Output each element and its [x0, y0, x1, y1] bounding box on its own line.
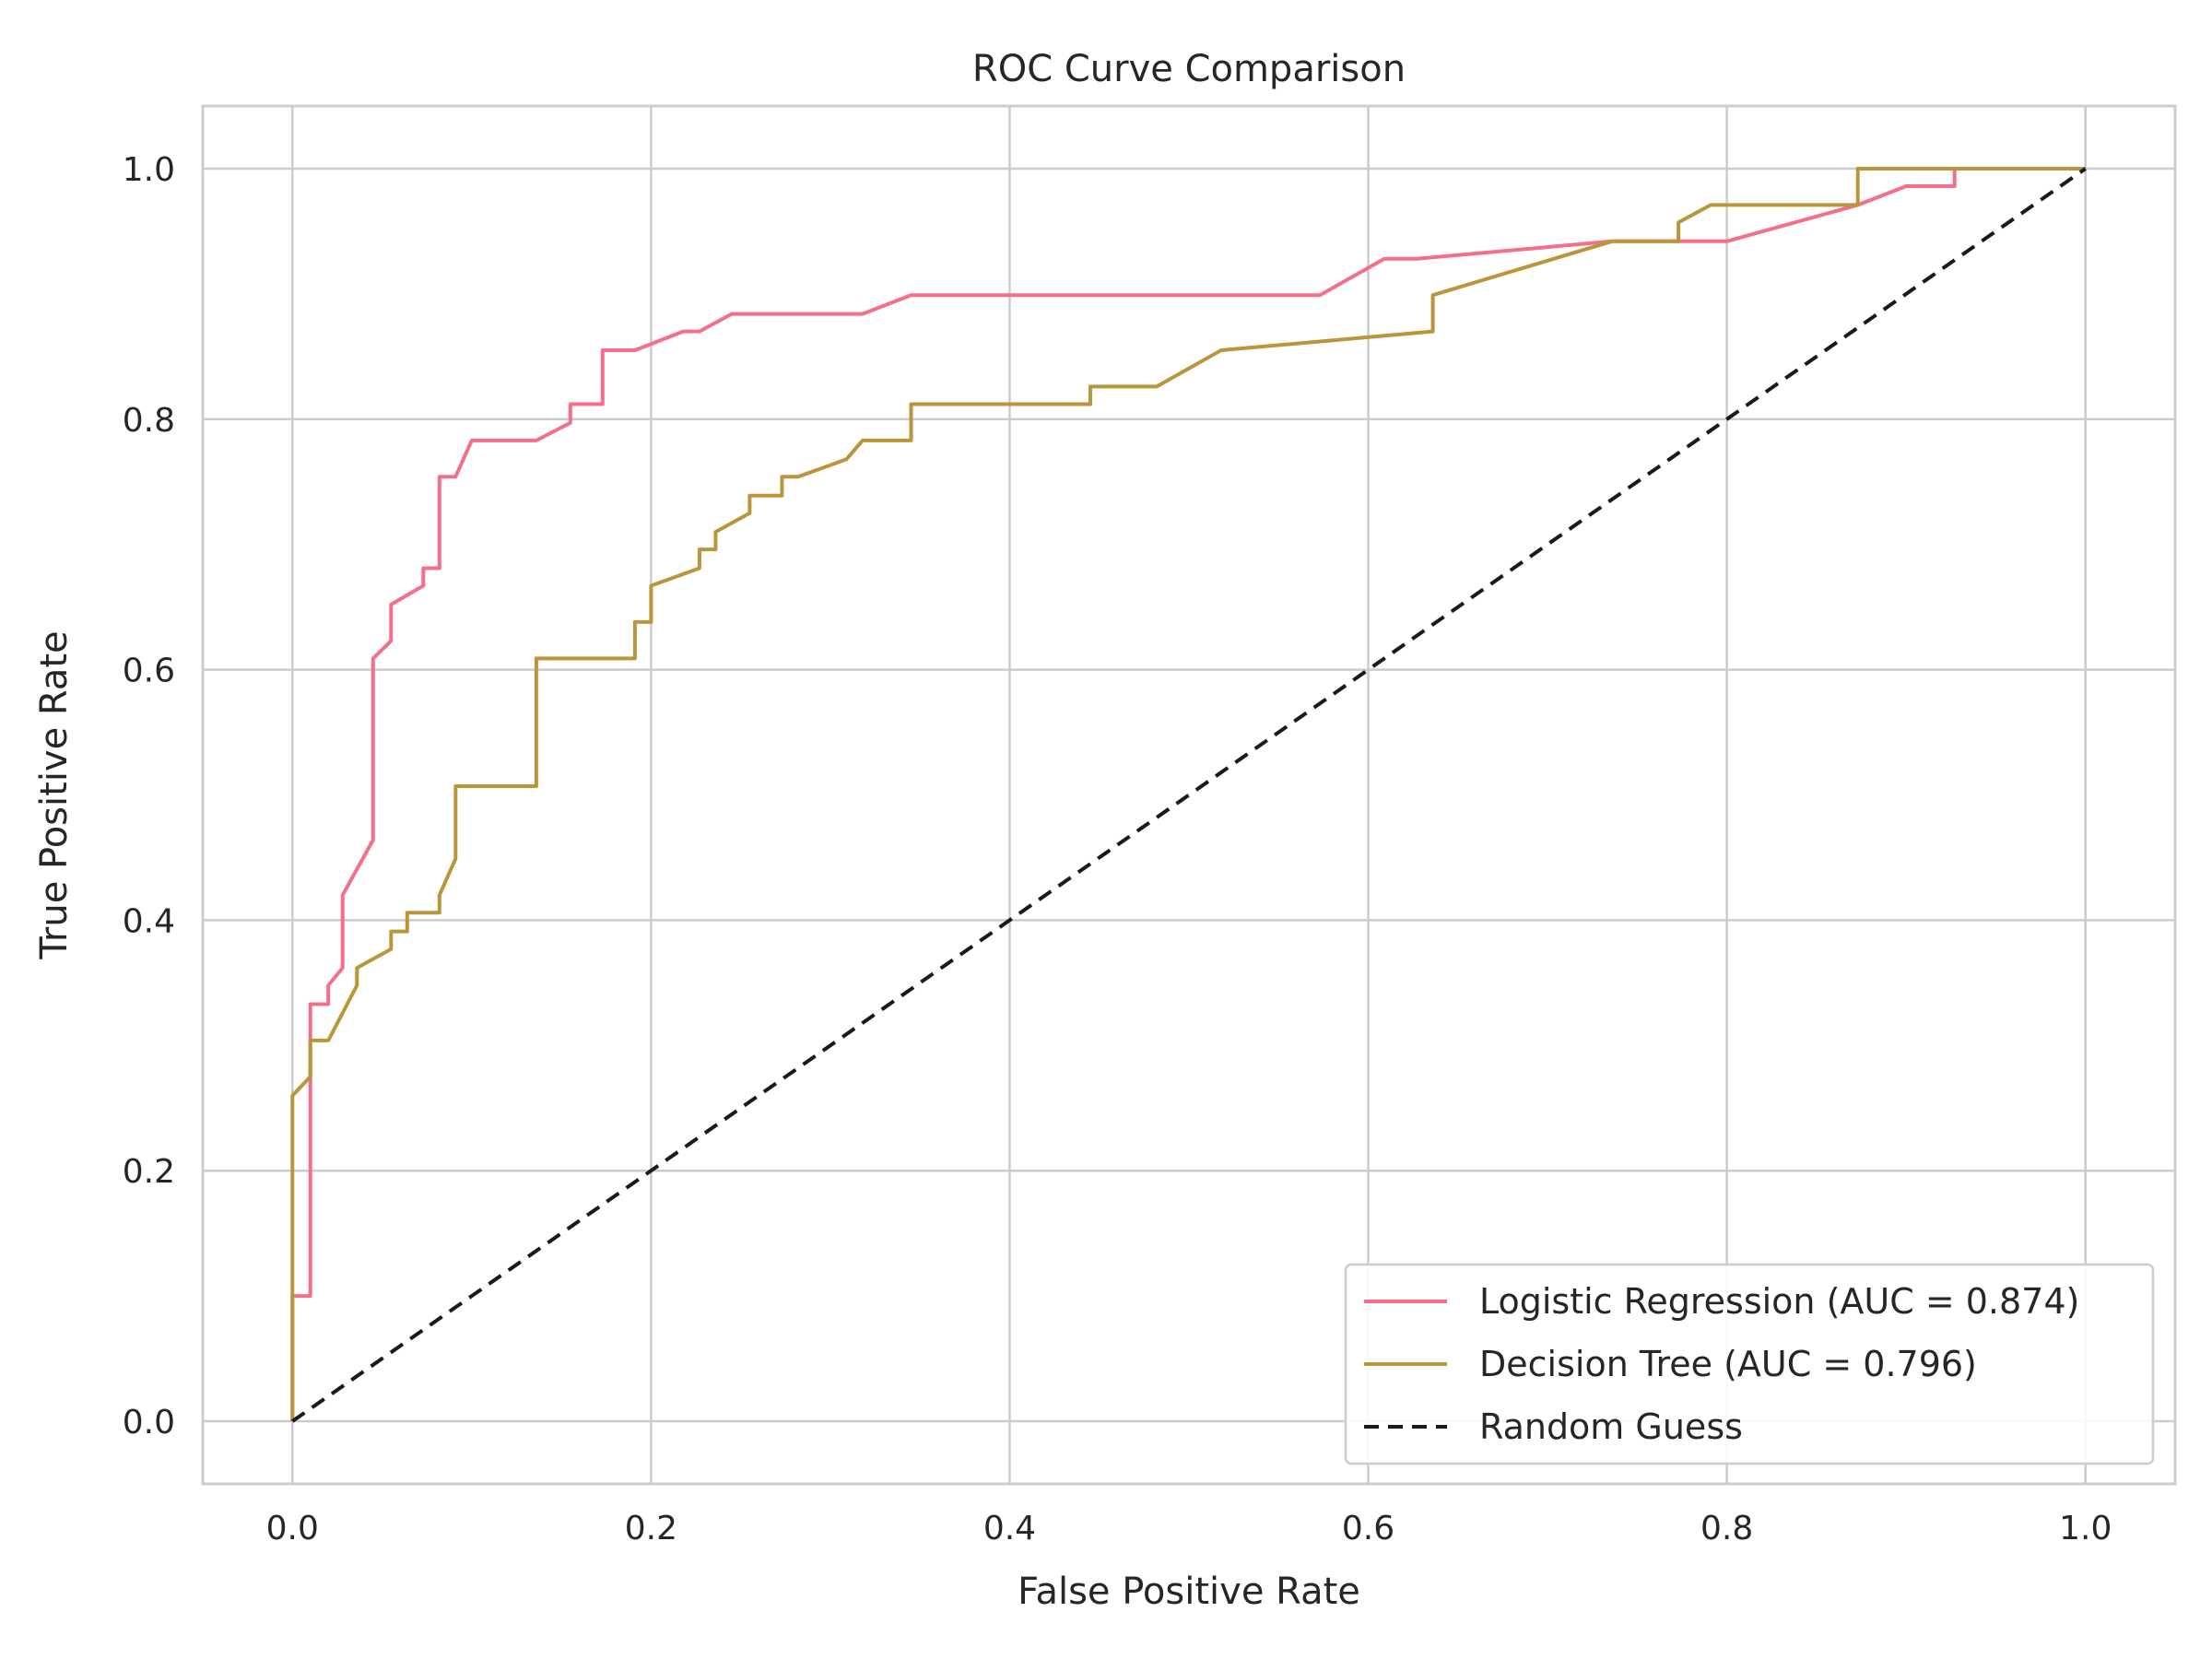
y-tick-label: 0.8 — [123, 402, 175, 440]
legend-label-1: Decision Tree (AUC = 0.796) — [1479, 1344, 1977, 1384]
x-axis-title: False Positive Rate — [1018, 1571, 1360, 1613]
legend: Logistic Regression (AUC = 0.874) Decisio… — [1344, 1263, 2155, 1465]
series-line-1 — [290, 167, 2086, 1421]
legend-box — [1344, 1263, 2155, 1465]
series-layer — [290, 167, 2087, 1423]
x-tick-label: 0.0 — [266, 1510, 319, 1547]
x-tick-label: 0.6 — [1342, 1510, 1394, 1547]
y-tick-label: 0.6 — [123, 653, 175, 690]
x-tick-label: 0.8 — [1700, 1510, 1753, 1547]
y-axis-title: True Positive Rate — [33, 630, 76, 959]
y-tick-label: 0.0 — [123, 1404, 175, 1441]
chart-title: ROC Curve Comparison — [972, 48, 1406, 90]
series-line-2 — [291, 167, 2087, 1423]
series-line-0 — [290, 167, 2086, 1421]
legend-label-2: Random Guess — [1479, 1406, 1743, 1447]
x-tick-label: 1.0 — [2059, 1510, 2112, 1547]
y-tick-label: 0.2 — [123, 1153, 175, 1191]
plot-frame — [201, 104, 2177, 1486]
grid-layer — [203, 106, 2175, 1484]
x-tick-label: 0.2 — [625, 1510, 677, 1547]
y-tick-label: 1.0 — [123, 151, 175, 189]
x-tick-label: 0.4 — [983, 1510, 1036, 1547]
y-tick-label: 0.4 — [123, 902, 175, 940]
legend-label-0: Logistic Regression (AUC = 0.874) — [1479, 1281, 2079, 1322]
tick-layer: 0.0 0.2 0.4 0.6 0.8 1.0 0.0 0.2 0.4 0.6 0.8 1.0 — [123, 151, 2112, 1547]
